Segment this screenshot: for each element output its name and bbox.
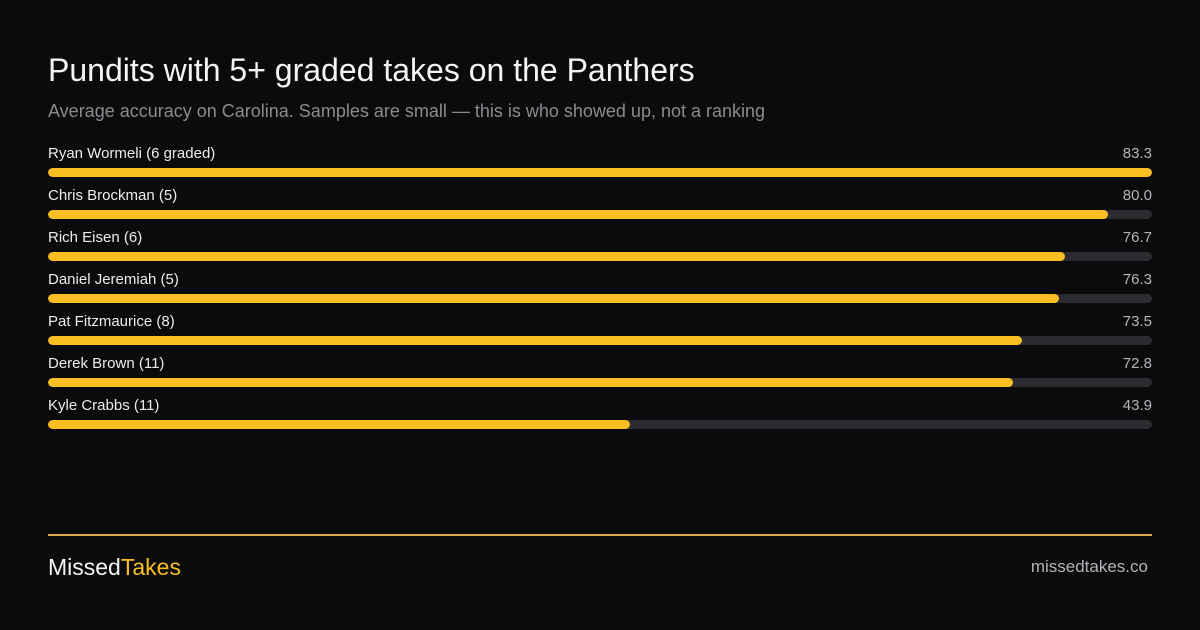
bar-label: Daniel Jeremiah (5) <box>48 271 179 288</box>
bar-value-label: 73.5 <box>1122 313 1152 330</box>
bar-row: Kyle Crabbs (11) 43.9 <box>48 394 1152 436</box>
chart-title: Pundits with 5+ graded takes on the Pant… <box>48 52 695 88</box>
bar-track <box>48 336 1152 345</box>
bar-value-label: 76.3 <box>1122 271 1152 288</box>
bar-fill <box>48 252 1065 261</box>
bar-track <box>48 210 1152 219</box>
bar-fill <box>48 336 1023 345</box>
bar-track <box>48 378 1152 387</box>
chart-subtitle: Average accuracy on Carolina. Samples ar… <box>48 101 766 121</box>
bar-value-label: 72.8 <box>1122 355 1152 372</box>
bar-track <box>48 294 1152 303</box>
bar-label: Kyle Crabbs (11) <box>48 397 160 414</box>
bar-label: Chris Brockman (5) <box>48 187 178 204</box>
bar-label: Ryan Wormeli (6 graded) <box>48 145 216 162</box>
bar-fill <box>48 168 1152 177</box>
bar-label: Derek Brown (11) <box>48 355 165 372</box>
bar-fill <box>48 378 1013 387</box>
bar-row: Ryan Wormeli (6 graded) 83.3 <box>48 142 1152 184</box>
bar-value-label: 43.9 <box>1122 397 1152 414</box>
bar-value-label: 76.7 <box>1122 229 1152 246</box>
bar-label: Pat Fitzmaurice (8) <box>48 313 175 330</box>
bar-row: Rich Eisen (6) 76.7 <box>48 226 1152 268</box>
bar-value-label: 83.3 <box>1122 145 1152 162</box>
site-url: missedtakes.co <box>1030 557 1148 576</box>
bar-fill <box>48 294 1060 303</box>
bar-row: Chris Brockman (5) 80.0 <box>48 184 1152 226</box>
bar-fill <box>48 210 1109 219</box>
bar-row: Derek Brown (11) 72.8 <box>48 352 1152 394</box>
bar-value-label: 80.0 <box>1122 187 1152 204</box>
brand-logo: MissedTakes <box>48 553 181 581</box>
bar-label: Rich Eisen (6) <box>48 229 143 246</box>
brand-name-part2: Takes <box>120 554 181 580</box>
bar-row: Daniel Jeremiah (5) 76.3 <box>48 268 1152 310</box>
bar-track <box>48 252 1152 261</box>
bar-track <box>48 168 1152 177</box>
footer-divider <box>48 534 1152 536</box>
bar-row: Pat Fitzmaurice (8) 73.5 <box>48 310 1152 352</box>
bar-track <box>48 420 1152 429</box>
brand-name-part1: Missed <box>48 554 121 580</box>
bar-chart: Ryan Wormeli (6 graded) 83.3 Chris Brockma… <box>48 142 1152 436</box>
bar-fill <box>48 420 630 429</box>
